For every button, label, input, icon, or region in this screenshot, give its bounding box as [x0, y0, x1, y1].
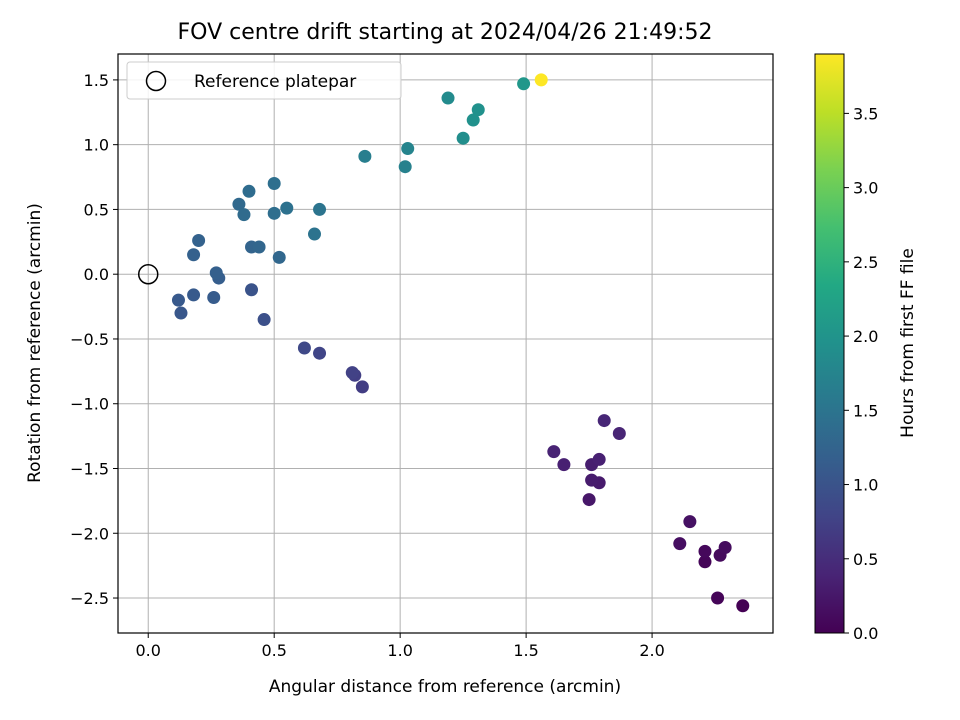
data-point: [280, 201, 294, 215]
data-point: [207, 291, 221, 305]
colorbar-tick-label: 0.0: [853, 624, 878, 643]
data-point: [534, 73, 548, 87]
y-axis-ticks: −2.5 −2.0 −1.5 −1.0 −0.5 0.0 0.5 1.0 1.5: [70, 71, 118, 608]
x-tick-label: 1.5: [513, 641, 538, 660]
y-tick-label: 0.5: [84, 200, 109, 219]
data-point: [471, 103, 485, 117]
data-point: [313, 346, 327, 360]
legend-box: [126, 61, 402, 100]
x-tick-label: 2.0: [639, 641, 664, 660]
data-point: [698, 555, 712, 569]
data-point: [209, 266, 223, 280]
data-point: [272, 250, 286, 264]
data-point: [267, 177, 281, 191]
data-point: [355, 380, 369, 394]
data-point: [171, 293, 185, 307]
data-point: [242, 184, 256, 198]
data-point: [232, 197, 246, 211]
data-point: [187, 248, 201, 262]
data-point: [673, 537, 687, 551]
data-point: [698, 544, 712, 558]
data-point: [187, 288, 201, 302]
data-point: [267, 206, 281, 220]
colorbar-tick-label: 2.5: [853, 253, 878, 272]
data-point: [736, 599, 750, 613]
data-point: [557, 458, 571, 472]
colorbar-tick-label: 3.0: [853, 179, 878, 198]
grid-lines: [118, 54, 773, 633]
legend: Reference platepar: [126, 61, 402, 100]
colorbar-tick-label: 3.5: [853, 104, 878, 123]
data-point: [711, 591, 725, 605]
data-point: [192, 234, 206, 248]
colorbar-tick-label: 1.0: [853, 476, 878, 495]
data-points: [171, 73, 750, 613]
data-point: [308, 227, 321, 241]
data-point: [237, 208, 251, 222]
data-point: [297, 341, 311, 355]
data-point: [718, 541, 732, 555]
legend-label: Reference platepar: [194, 72, 356, 92]
data-point: [358, 149, 372, 163]
data-point: [456, 131, 470, 145]
colorbar-tick-label: 0.5: [853, 550, 878, 569]
x-tick-label: 0.0: [136, 641, 161, 660]
y-tick-label: −2.0: [70, 524, 109, 543]
x-axis-label: Angular distance from reference (arcmin): [269, 677, 621, 697]
data-point: [597, 414, 611, 428]
data-point: [517, 77, 531, 91]
data-point: [345, 366, 359, 380]
data-point: [612, 427, 626, 441]
y-tick-label: 1.5: [84, 71, 109, 90]
y-tick-label: −1.5: [70, 459, 109, 478]
data-point: [245, 283, 259, 297]
data-point: [313, 202, 327, 216]
y-tick-label: 1.0: [84, 136, 109, 155]
x-tick-label: 1.0: [387, 641, 412, 660]
x-axis-ticks: 0.0 0.5 1.0 1.5 2.0: [136, 633, 665, 660]
legend-open-circle-icon: [145, 70, 167, 92]
data-point: [441, 91, 455, 105]
y-tick-label: −0.5: [70, 330, 109, 349]
colorbar-label: Hours from first FF file: [898, 248, 918, 438]
colorbar-tick-label: 1.5: [853, 401, 878, 420]
data-point: [174, 306, 188, 320]
data-point: [398, 160, 412, 174]
data-point: [547, 445, 561, 459]
data-point: [683, 515, 697, 529]
colorbar: 0.0 0.5 1.0 1.5 2.0 2.5 3.0 3.5 Hours from firs…: [814, 53, 918, 643]
data-point: [466, 113, 480, 127]
chart-title: FOV centre drift starting at 2024/04/26 …: [178, 20, 713, 45]
reference-platepar-marker: [137, 263, 159, 285]
data-point: [592, 452, 606, 466]
data-point: [257, 313, 271, 327]
y-tick-label: −2.5: [70, 589, 109, 608]
x-tick-label: 0.5: [261, 641, 286, 660]
y-tick-label: 0.0: [84, 265, 109, 284]
colorbar-tick-label: 2.0: [853, 327, 878, 346]
data-point: [585, 473, 599, 487]
data-point: [401, 142, 415, 156]
data-point: [252, 240, 266, 254]
colorbar-ticks: 0.0 0.5 1.0 1.5 2.0 2.5 3.0 3.5: [844, 104, 878, 643]
plot-frame: [117, 53, 774, 634]
colorbar-gradient: [814, 53, 845, 634]
y-tick-label: −1.0: [70, 395, 109, 414]
y-axis-label: Rotation from reference (arcmin): [25, 203, 45, 483]
data-point: [582, 493, 596, 507]
